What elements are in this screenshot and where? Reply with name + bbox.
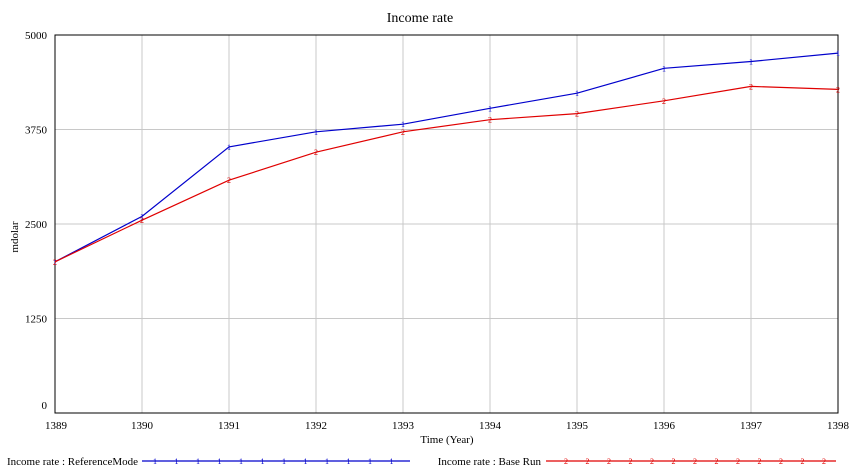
legend-marker: 2 — [693, 457, 697, 466]
data-point-marker: 2 — [488, 116, 492, 125]
legend-marker: 2 — [629, 457, 633, 466]
grid-lines — [55, 35, 838, 413]
legend-marker: 2 — [822, 457, 826, 466]
legend-marker: 2 — [586, 457, 590, 466]
legend-marker: 1 — [368, 457, 372, 466]
x-tick-label: 1389 — [45, 420, 68, 432]
x-tick-label: 1397 — [740, 420, 763, 432]
chart-title: Income rate — [387, 11, 453, 26]
x-tick-label: 1393 — [392, 420, 415, 432]
legend-label: Income rate : Base Run — [438, 456, 542, 467]
data-point-marker: 1 — [836, 49, 840, 58]
legend-marker: 1 — [347, 457, 351, 466]
x-tick-labels: 1389 1390 1391 1392 1393 1394 1395 1396 1397 1398 — [45, 420, 850, 432]
legend-marker: 2 — [650, 457, 654, 466]
data-point-marker: 2 — [749, 82, 753, 91]
legend-marker: 2 — [801, 457, 805, 466]
data-point-marker: 2 — [140, 216, 144, 225]
legend-marker: 1 — [304, 457, 308, 466]
y-tick-label: 1250 — [25, 314, 48, 326]
legend-marker: 1 — [325, 457, 329, 466]
y-tick-labels: 0 1250 2500 3750 5000 — [25, 30, 48, 412]
legend-marker: 1 — [196, 457, 200, 466]
legend-marker: 2 — [715, 457, 719, 466]
legend: Income rate : ReferenceMode 1 1 1 1 1 1 1 1 1 1 1 1 I… — [7, 456, 836, 467]
legend-marker: 1 — [153, 457, 157, 466]
legend-marker: 1 — [282, 457, 286, 466]
data-point-marker: 2 — [575, 110, 579, 119]
series-line-1 — [54, 52, 839, 263]
y-tick-label: 0 — [42, 400, 48, 412]
data-point-marker: 1 — [401, 120, 405, 129]
data-point-marker: 1 — [227, 143, 231, 152]
data-point-marker: 1 — [662, 64, 666, 73]
legend-marker: 2 — [672, 457, 676, 466]
series-line-2 — [54, 85, 839, 263]
x-tick-label: 1392 — [305, 420, 327, 432]
data-point-marker: 1 — [140, 212, 144, 221]
legend-marker: 2 — [779, 457, 783, 466]
y-tick-label: 5000 — [25, 30, 48, 42]
y-tick-label: 3750 — [25, 125, 48, 137]
legend-marker: 1 — [218, 457, 222, 466]
legend-marker: 1 — [261, 457, 265, 466]
data-point-marker: 2 — [662, 97, 666, 106]
x-tick-label: 1395 — [566, 420, 589, 432]
legend-marker: 1 — [390, 457, 394, 466]
data-point-marker: 1 — [314, 128, 318, 137]
legend-marker: 1 — [239, 457, 243, 466]
data-point-marker: 2 — [53, 258, 57, 267]
data-point-marker: 1 — [749, 57, 753, 66]
legend-marker: 2 — [736, 457, 740, 466]
data-point-marker: 2 — [314, 148, 318, 157]
x-tick-label: 1398 — [827, 420, 850, 432]
x-axis-label: Time (Year) — [420, 434, 474, 446]
data-point-marker: 1 — [575, 89, 579, 98]
legend-marker: 2 — [607, 457, 611, 466]
data-point-marker: 1 — [53, 258, 57, 267]
x-tick-label: 1394 — [479, 420, 502, 432]
data-point-marker: 2 — [401, 128, 405, 137]
data-point-marker: 2 — [836, 85, 840, 94]
legend-marker: 2 — [564, 457, 568, 466]
x-tick-label: 1396 — [653, 420, 676, 432]
data-point-marker: 2 — [227, 176, 231, 185]
x-tick-label: 1391 — [218, 420, 240, 432]
y-tick-label: 2500 — [25, 219, 48, 231]
legend-marker: 2 — [758, 457, 762, 466]
plot-area-frame — [54, 34, 839, 414]
y-axis-label: mdolar — [9, 221, 21, 252]
legend-label: Income rate : ReferenceMode — [7, 456, 138, 467]
data-point-marker: 1 — [488, 104, 492, 113]
x-tick-label: 1390 — [131, 420, 154, 432]
legend-marker: 1 — [175, 457, 179, 466]
